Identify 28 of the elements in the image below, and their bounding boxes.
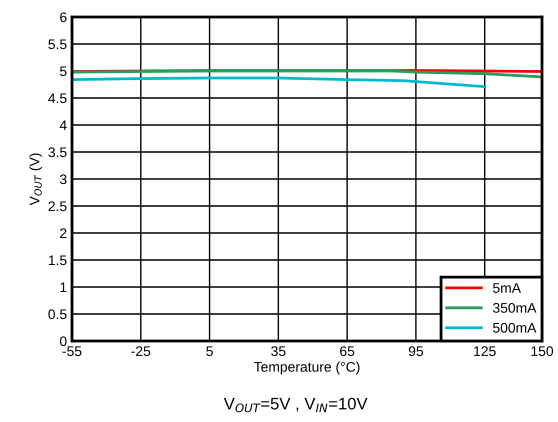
- line-series: [72, 76, 486, 88]
- y-tick-label: 4.5: [48, 93, 67, 104]
- x-tick-label: 125: [474, 346, 496, 356]
- y-tick-label: 5.5: [48, 39, 67, 50]
- y-tick-label: 6: [60, 12, 67, 22]
- x-tick-label: -55: [62, 346, 82, 356]
- y-tick-label: 4: [60, 120, 67, 130]
- y-tick-label: 0: [60, 336, 67, 346]
- y-tick-label: 0.5: [48, 309, 67, 320]
- y-tick-label: 2: [60, 228, 66, 238]
- text: V$_{OUT}$=5V , V$_{IN}$=10V: [224, 398, 368, 412]
- legend-label: 500mA: [492, 322, 536, 333]
- x-tick-label: 65: [340, 346, 354, 356]
- legend-label: 5mA: [492, 283, 521, 293]
- y-tick-label: 1.5: [48, 255, 67, 266]
- y-axis-title: V$_{OUT}$ (V): [29, 153, 42, 206]
- x-axis-title: Temperature (°C): [254, 362, 360, 375]
- y-tick-label: 1: [60, 282, 66, 292]
- x-tick-label: 95: [408, 346, 424, 356]
- x-tick-label: 5: [206, 346, 213, 356]
- y-tick-label: 5: [60, 66, 67, 76]
- y-tick-label: 3: [60, 174, 67, 184]
- x-tick-label: 150: [531, 346, 554, 356]
- y-tick-label: 2.5: [48, 201, 67, 212]
- x-tick-label: 35: [271, 346, 286, 356]
- x-tick-label: -25: [131, 346, 150, 356]
- legend-label: 350mA: [492, 302, 536, 313]
- y-tick-label: 3.5: [48, 147, 67, 158]
